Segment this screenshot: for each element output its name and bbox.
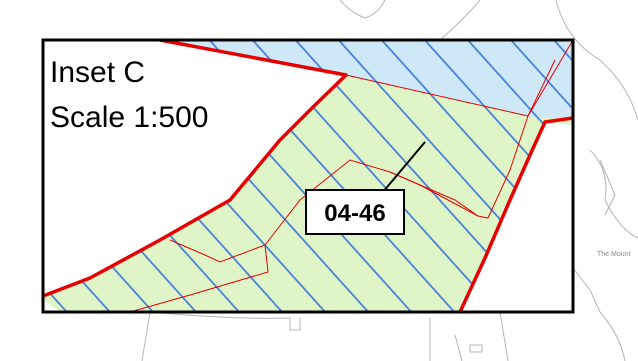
hatch-overlay — [43, 40, 573, 312]
inset-scale: Scale 1:500 — [50, 101, 208, 134]
parcel-label-box[interactable] — [305, 189, 405, 235]
parcel-lines — [129, 40, 573, 312]
basemap-lines — [141, 0, 638, 361]
inset-frame-border — [41, 38, 575, 314]
place-label-the-mount: The Mount — [597, 251, 631, 258]
boundary-lines — [43, 40, 573, 312]
inset-title: Inset C — [50, 56, 145, 89]
parcel-label[interactable]: 04-46 — [324, 200, 385, 227]
